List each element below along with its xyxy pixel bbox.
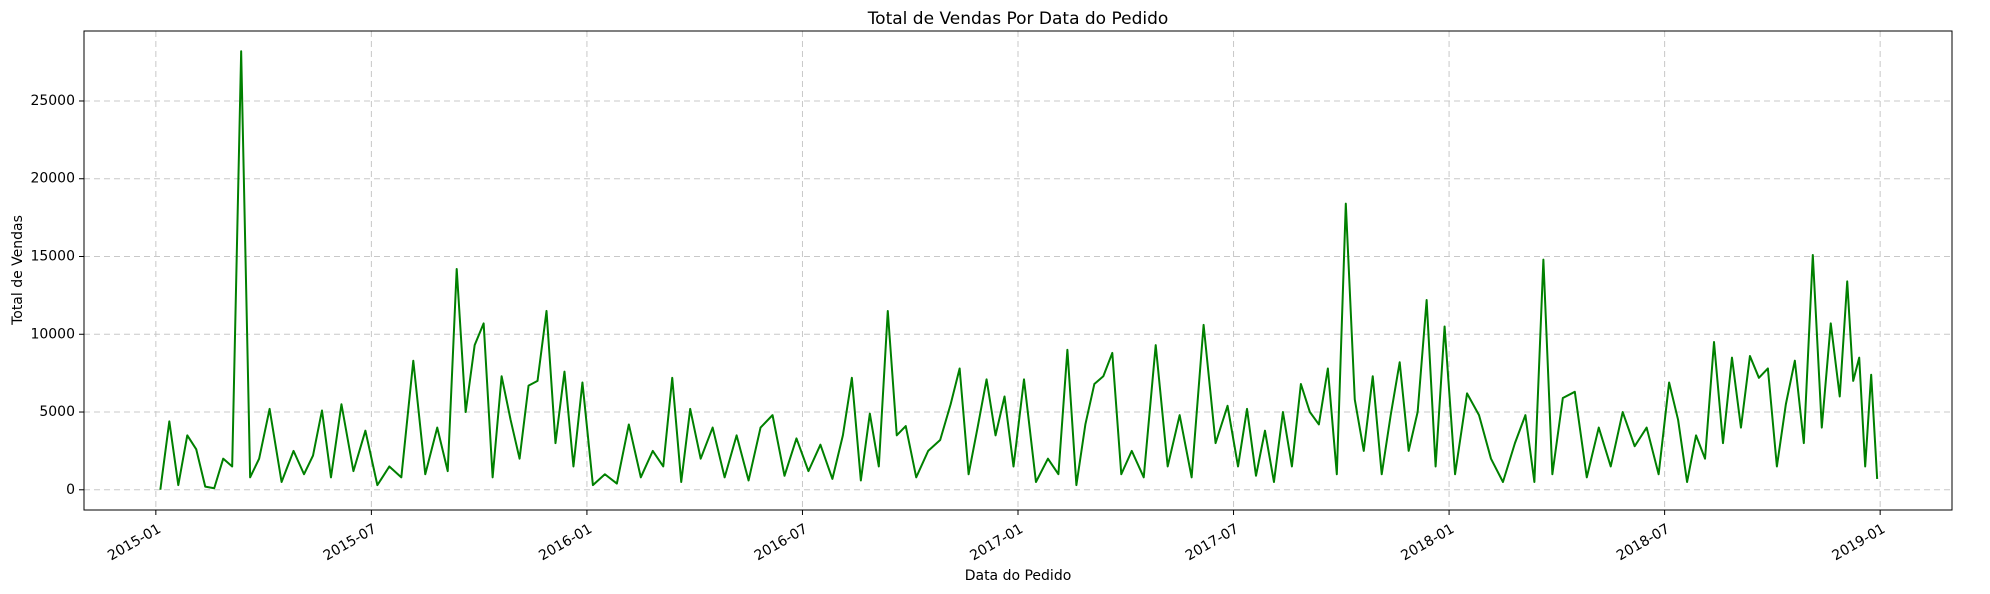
x-tick-label: 2018-01 — [1398, 521, 1457, 564]
y-tick-label: 20000 — [30, 171, 75, 187]
sales-line — [159, 50, 1879, 490]
x-tick-label: 2019-01 — [1829, 521, 1888, 564]
x-tick-label: 2016-01 — [536, 521, 595, 564]
x-tick-label: 2016-07 — [752, 521, 811, 564]
x-axis-label: Data do Pedido — [965, 568, 1072, 584]
x-tick-label: 2017-01 — [967, 521, 1026, 564]
x-tick-label: 2018-07 — [1614, 521, 1673, 564]
y-tick-label: 5000 — [39, 404, 75, 420]
chart-title: Total de Vendas Por Data do Pedido — [867, 9, 1169, 29]
x-tick-label: 2015-07 — [321, 521, 380, 564]
y-axis-label: Total de Vendas — [10, 215, 26, 326]
y-tick-label: 10000 — [30, 326, 75, 342]
plot-frame — [83, 30, 1953, 511]
y-tick-label: 15000 — [30, 249, 75, 265]
x-tick-label: 2017-07 — [1183, 521, 1242, 564]
x-tick-label: 2015-01 — [105, 521, 164, 564]
y-tick-label: 25000 — [30, 93, 75, 109]
y-tick-label: 0 — [66, 482, 75, 498]
